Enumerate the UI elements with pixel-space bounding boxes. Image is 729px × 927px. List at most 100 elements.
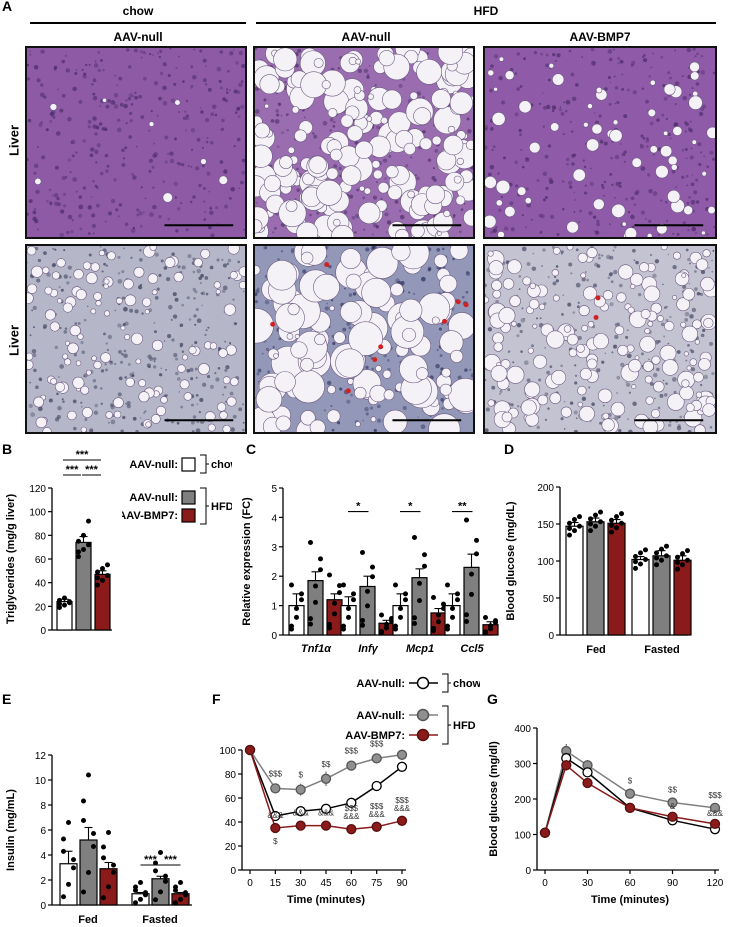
nucleus-dot bbox=[129, 119, 133, 123]
nucleus-dot bbox=[544, 195, 548, 199]
nucleus-dot bbox=[690, 147, 693, 150]
lipid-vacuole bbox=[645, 396, 654, 405]
lipid-vacuole bbox=[54, 381, 66, 392]
lipid-vacuole bbox=[387, 185, 403, 200]
nucleus-dot bbox=[669, 420, 672, 424]
c-point bbox=[327, 621, 332, 627]
red-marker bbox=[372, 357, 378, 363]
nucleus-dot bbox=[542, 171, 548, 177]
d-category-label: Fed bbox=[586, 644, 606, 656]
lipid-vacuole bbox=[255, 264, 261, 276]
nucleus-dot bbox=[125, 402, 128, 405]
c-point bbox=[398, 606, 403, 612]
lipid-vacuole bbox=[335, 348, 365, 378]
legend-hfd-text: HFD bbox=[211, 501, 232, 513]
nucleus-dot bbox=[93, 385, 98, 389]
lipid-vacuole bbox=[42, 427, 52, 432]
lipid-vacuole bbox=[415, 367, 429, 380]
nucleus-dot bbox=[243, 290, 245, 293]
nucleus-dot bbox=[674, 122, 677, 125]
nucleus-dot bbox=[584, 271, 587, 273]
nucleus-dot bbox=[617, 57, 621, 60]
nucleus-dot bbox=[57, 88, 60, 91]
e-point bbox=[81, 889, 86, 895]
nucleus-dot bbox=[672, 264, 677, 270]
nucleus-dot bbox=[573, 211, 576, 214]
nucleus-dot bbox=[216, 258, 220, 262]
nucleus-dot bbox=[692, 48, 696, 51]
nucleus-dot bbox=[348, 293, 353, 297]
nucleus-dot bbox=[134, 309, 139, 314]
nucleus-dot bbox=[146, 363, 151, 368]
lipid-vacuole bbox=[667, 155, 678, 166]
nucleus-dot bbox=[180, 405, 184, 409]
d-point bbox=[598, 519, 603, 525]
lipid-vacuole bbox=[67, 410, 77, 421]
nucleus-dot bbox=[40, 121, 43, 124]
f-xtick-label: 0 bbox=[247, 878, 253, 889]
lipid-vacuole bbox=[124, 294, 137, 307]
nucleus-dot bbox=[133, 48, 138, 53]
nucleus-dot bbox=[105, 264, 109, 267]
nucleus-dot bbox=[181, 303, 185, 307]
nucleus-dot bbox=[139, 249, 142, 252]
lipid-vacuole bbox=[696, 258, 709, 271]
c-sig-label: * bbox=[408, 501, 413, 513]
nucleus-dot bbox=[591, 402, 595, 406]
nucleus-dot bbox=[694, 270, 697, 273]
nucleus-dot bbox=[130, 256, 133, 260]
nucleus-dot bbox=[121, 148, 125, 152]
nucleus-dot bbox=[487, 327, 493, 332]
lipid-vacuole bbox=[80, 385, 90, 395]
nucleus-dot bbox=[102, 126, 108, 132]
lipid-vacuole bbox=[493, 86, 498, 92]
nucleus-dot bbox=[490, 230, 494, 234]
lipid-vacuole bbox=[627, 306, 635, 314]
nucleus-dot bbox=[255, 289, 260, 294]
legend-f-marker-chow bbox=[416, 676, 430, 690]
c-point bbox=[379, 612, 384, 618]
c-point bbox=[360, 617, 365, 623]
legend-f-marker-hfd-null bbox=[416, 708, 430, 722]
lipid-vacuole bbox=[431, 89, 452, 110]
nucleus-dot bbox=[628, 391, 632, 394]
nucleus-dot bbox=[499, 393, 501, 395]
lipid-vacuole bbox=[229, 271, 238, 280]
nucleus-dot bbox=[105, 104, 110, 109]
lipid-vacuole bbox=[643, 285, 661, 303]
f-annotation-upper: $$ bbox=[322, 760, 331, 769]
lipid-vacuole bbox=[105, 411, 113, 419]
nucleus-dot bbox=[162, 101, 168, 106]
nucleus-dot bbox=[215, 206, 219, 210]
nucleus-dot bbox=[223, 385, 227, 389]
nucleus-dot bbox=[130, 103, 134, 106]
legend-f-hfd-text: HFD bbox=[453, 720, 476, 732]
nucleus-dot bbox=[52, 115, 56, 119]
nucleus-dot bbox=[61, 175, 66, 181]
lipid-vacuole bbox=[294, 129, 307, 143]
lipid-vacuole bbox=[602, 290, 613, 301]
nucleus-dot bbox=[164, 160, 168, 164]
nucleus-dot bbox=[625, 197, 628, 201]
nucleus-dot bbox=[492, 228, 498, 233]
nucleus-dot bbox=[218, 79, 222, 83]
lipid-vacuole bbox=[587, 103, 593, 110]
nucleus-dot bbox=[206, 171, 211, 176]
nucleus-dot bbox=[609, 81, 611, 84]
lipid-vacuole bbox=[399, 298, 423, 322]
nucleus-dot bbox=[594, 120, 600, 125]
nucleus-dot bbox=[609, 172, 613, 176]
nucleus-dot bbox=[135, 145, 138, 148]
lipid-vacuole bbox=[580, 272, 587, 279]
e-category-label: Fasted bbox=[142, 914, 177, 926]
c-point bbox=[351, 591, 356, 597]
lipid-vacuole bbox=[695, 391, 703, 398]
lipid-vacuole bbox=[498, 56, 504, 62]
e-point bbox=[86, 870, 91, 875]
nucleus-dot bbox=[163, 340, 166, 342]
tissue-background bbox=[27, 48, 245, 237]
lipid-vacuole bbox=[27, 283, 38, 294]
nucleus-dot bbox=[485, 127, 488, 131]
lipid-vacuole bbox=[683, 205, 693, 216]
nucleus-dot bbox=[153, 321, 156, 324]
